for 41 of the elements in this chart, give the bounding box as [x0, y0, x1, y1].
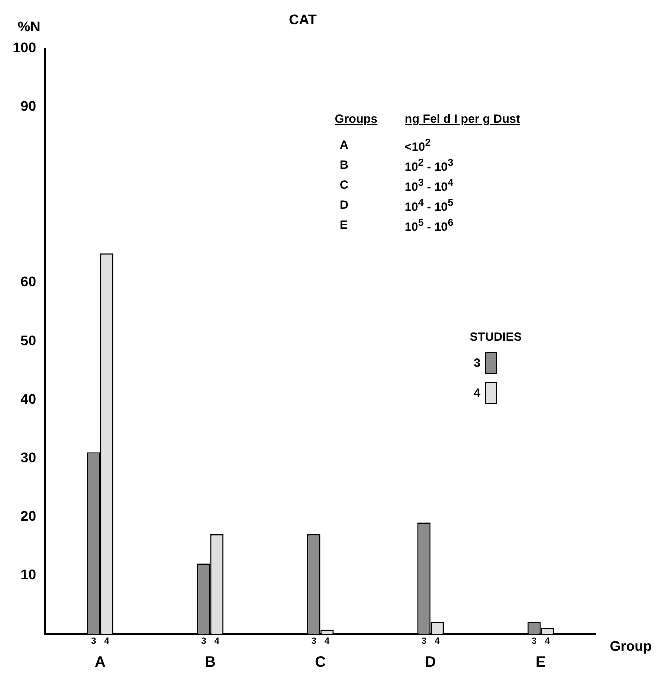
y-tick-label: 10 [20, 566, 37, 582]
y-tick-label: 30 [20, 449, 37, 466]
x-tick-label: D [425, 654, 436, 672]
annotation: ng Fel d I per g Dust [405, 112, 522, 128]
y-tick-label: 40 [20, 390, 37, 407]
x-tick-label: C [315, 654, 326, 672]
text: 4 [434, 636, 440, 646]
legend-label: 4 [474, 386, 481, 400]
annotation: Groups [335, 112, 379, 128]
legend-label: 3 [474, 356, 481, 370]
y-axis-title: %N [18, 18, 41, 35]
annotation: 10$^{5}$ - 10$^{6}$ [405, 218, 454, 234]
y-tick-label: 60 [20, 274, 37, 290]
annotation: 10$^{4}$ - 10$^{5}$ [405, 198, 454, 214]
annotation: 10$^{2}$ - 10$^{3}$ [405, 158, 454, 174]
x-axis-title: Group [610, 638, 652, 654]
legend-title: STUDIES [470, 330, 522, 344]
text: 4 [545, 636, 550, 646]
text: 3 [532, 636, 537, 646]
x-tick-label: A [95, 654, 106, 672]
annotation: <10$^{2}$ [405, 138, 432, 154]
x-tick-label: B [205, 654, 216, 672]
chart-title: CAT [289, 11, 318, 28]
y-tick-label: 50 [20, 332, 37, 348]
y-tick-label: 100 [13, 40, 37, 56]
annotation: 10$^{3}$ - 10$^{4}$ [405, 178, 454, 194]
annotation: A [339, 138, 350, 154]
y-tick-label: 90 [20, 98, 37, 114]
text: 3 [91, 636, 96, 646]
text: 4 [324, 636, 330, 646]
annotation: C [339, 178, 350, 194]
text: 4 [104, 636, 110, 646]
x-tick-label: E [536, 654, 546, 672]
annotation: D [339, 198, 350, 214]
text: 3 [422, 636, 427, 646]
annotation: B [339, 158, 350, 174]
text: 3 [201, 636, 206, 646]
text: 4 [214, 636, 220, 646]
text: 3 [312, 636, 317, 646]
annotation: E [339, 218, 350, 234]
y-tick-label: 20 [20, 508, 37, 524]
